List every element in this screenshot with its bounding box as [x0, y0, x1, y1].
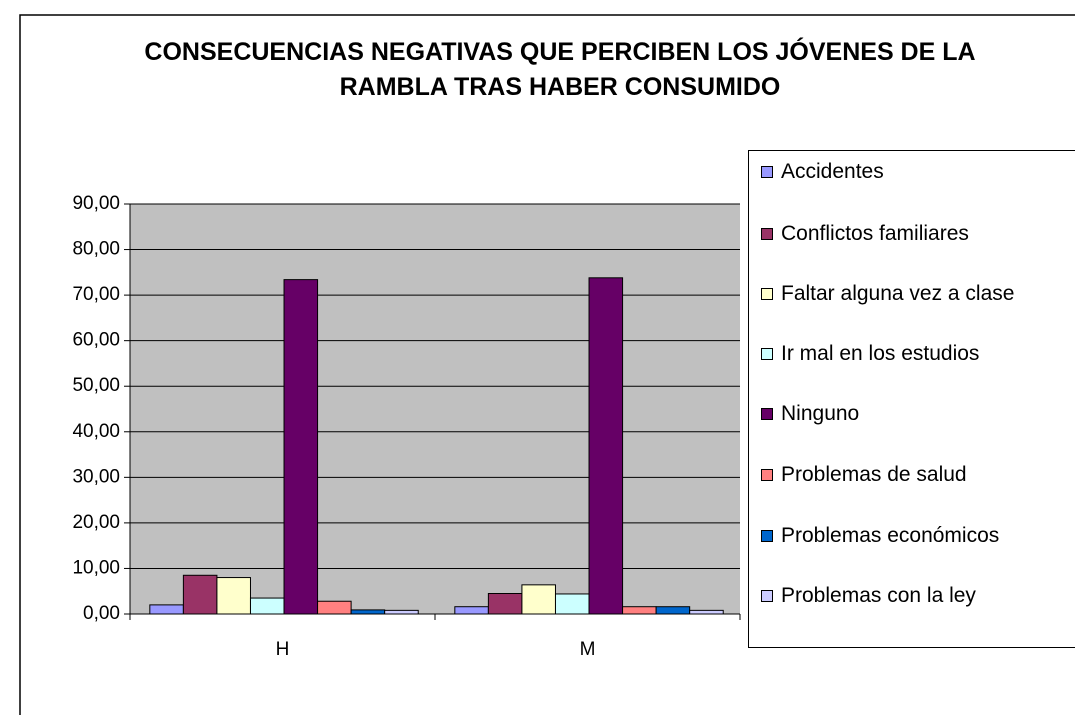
- bar: [384, 609, 419, 615]
- legend-item: Problemas de salud: [757, 462, 1072, 488]
- legend-item: Problemas con la ley: [757, 583, 1072, 609]
- y-tick-label: 30,00: [72, 466, 120, 487]
- bar: [317, 600, 352, 615]
- legend-item: Faltar alguna vez a clase: [757, 281, 1017, 307]
- y-tick-label: 80,00: [72, 239, 120, 260]
- bar: [182, 574, 218, 615]
- y-tick-label: 60,00: [72, 330, 120, 351]
- bar: [655, 606, 691, 615]
- legend-label: Problemas con la ley: [781, 584, 976, 607]
- bar: [454, 606, 489, 615]
- y-tick-label: 0,00: [83, 603, 120, 624]
- chart-border: [19, 14, 1075, 715]
- bar: [622, 606, 657, 615]
- bar: [487, 593, 523, 615]
- bar: [283, 279, 319, 615]
- legend-swatch: [761, 469, 773, 481]
- legend-swatch: [761, 166, 773, 178]
- bar: [588, 277, 624, 615]
- legend-swatch: [761, 408, 773, 420]
- y-tick-label: 90,00: [72, 193, 120, 214]
- bar: [249, 597, 285, 615]
- legend-item: Problemas económicos: [757, 523, 1017, 549]
- legend-swatch: [761, 530, 773, 542]
- legend-item: Accidentes: [757, 159, 1072, 185]
- y-tick-label: 10,00: [72, 557, 120, 578]
- legend-label: Problemas económicos: [781, 524, 1000, 547]
- y-tick-label: 20,00: [72, 512, 120, 533]
- legend-label: Accidentes: [781, 160, 884, 183]
- bar: [149, 604, 184, 615]
- legend-label: Faltar alguna vez a clase: [781, 282, 1015, 305]
- legend-swatch: [761, 228, 773, 240]
- y-tick-label: 40,00: [72, 421, 120, 442]
- chart-title: CONSECUENCIAS NEGATIVAS QUE PERCIBEN LOS…: [144, 38, 976, 101]
- legend-label: Problemas de salud: [781, 463, 967, 486]
- legend-item: Conflictos familiares: [757, 221, 1072, 247]
- y-tick-label: 70,00: [72, 284, 120, 305]
- bar: [521, 584, 556, 615]
- legend-item: Ir mal en los estudios: [757, 341, 1072, 367]
- x-tick-label: M: [580, 639, 596, 660]
- x-tick-label: H: [276, 639, 290, 660]
- legend-swatch: [761, 348, 773, 360]
- legend-item: Ninguno: [757, 401, 1072, 427]
- legend-swatch: [761, 288, 773, 300]
- legend: Accidentes Conflictos familiares Faltar al…: [748, 150, 1075, 648]
- y-tick-label: 50,00: [72, 375, 120, 396]
- legend-swatch: [761, 590, 773, 602]
- bar: [689, 609, 724, 615]
- bar: [216, 577, 251, 615]
- legend-label: Ninguno: [781, 402, 860, 425]
- plot-area: [130, 204, 740, 614]
- legend-label: Ir mal en los estudios: [781, 342, 980, 365]
- bar: [350, 609, 386, 615]
- legend-label: Conflictos familiares: [781, 222, 969, 245]
- bar: [554, 593, 590, 615]
